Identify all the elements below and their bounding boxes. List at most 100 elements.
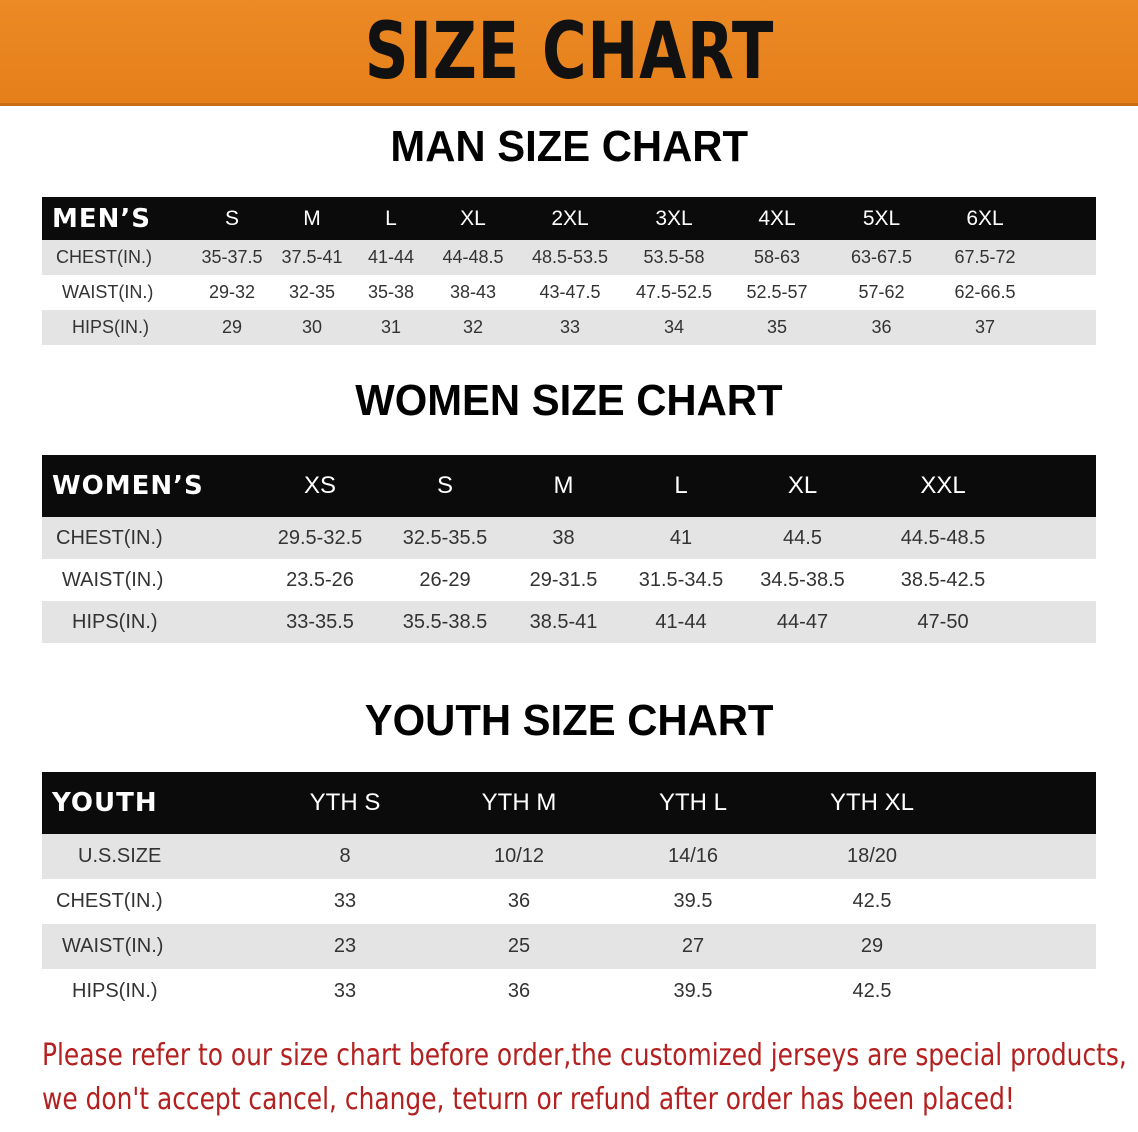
table-cell: 32	[462, 317, 484, 337]
table-cell: 35	[766, 317, 788, 337]
table-cell: 41-44	[655, 610, 707, 633]
size-header: 2XL	[551, 206, 589, 230]
table-cell: 37	[974, 317, 996, 337]
table-row: CHEST(IN.) 29.5-32.5 32.5-35.5 38 41 44.5 44.5…	[42, 517, 1096, 559]
table-row: HIPS(IN.) 33-35.5 35.5-38.5 38.5-41 41-44 44-…	[42, 601, 1096, 643]
row-label: CHEST(IN.)	[56, 247, 152, 267]
table-cell: 26-29	[419, 568, 471, 591]
size-header: YTH S	[309, 789, 381, 816]
table-cell: 29	[860, 935, 884, 957]
header-label: WOMEN’S	[52, 471, 204, 501]
table-cell: 23.5-26	[286, 568, 354, 591]
table-cell: 39.5	[673, 980, 713, 1002]
youth-size-table: YOUTH YTH S YTH M YTH L YTH XL U.S.SIZE 8 10/12…	[42, 772, 1096, 1014]
table-cell: 23	[333, 935, 357, 957]
size-header: 5XL	[862, 206, 901, 230]
table-cell: 33	[333, 980, 357, 1002]
table-cell: 32.5-35.5	[402, 526, 488, 549]
banner: SIZE CHART	[0, 0, 1138, 106]
table-cell: 31	[380, 317, 402, 337]
table-cell: 42.5	[852, 890, 892, 912]
table-cell: 58-63	[753, 247, 801, 267]
table-cell: 39.5	[673, 890, 713, 912]
table-cell: 33	[559, 317, 581, 337]
table-row: HIPS(IN.) 29 30 31 32 33 34 35 36 37	[42, 310, 1096, 345]
size-header: S	[436, 472, 453, 499]
row-label: HIPS(IN.)	[72, 317, 150, 337]
table-cell: 35-38	[367, 282, 415, 302]
table-cell: 30	[301, 317, 323, 337]
table-cell: 44.5-48.5	[900, 526, 986, 549]
row-label: HIPS(IN.)	[72, 980, 158, 1002]
table-cell: 43-47.5	[539, 282, 601, 302]
table-row: HIPS(IN.) 33 36 39.5 42.5	[42, 969, 1096, 1014]
men-size-table: MEN’S S M L XL 2XL 3XL 4XL 5XL 6XL CHEST(IN.) 35-37…	[42, 197, 1096, 345]
banner-title: SIZE CHART	[364, 6, 774, 97]
table-cell: 29	[221, 317, 243, 337]
header-label: MEN’S	[52, 203, 151, 234]
row-label: CHEST(IN.)	[56, 526, 163, 549]
table-cell: 32-35	[288, 282, 336, 302]
table-row: U.S.SIZE 8 10/12 14/16 18/20	[42, 834, 1096, 879]
table-cell: 33	[333, 890, 357, 912]
size-header: XS	[303, 472, 336, 499]
table-cell: 29.5-32.5	[277, 526, 363, 549]
table-cell: 38.5-42.5	[900, 568, 986, 591]
size-header: M	[303, 206, 321, 230]
table-cell: 25	[507, 935, 531, 957]
table-cell: 38-43	[449, 282, 497, 302]
row-label: HIPS(IN.)	[72, 610, 158, 633]
size-header: L	[385, 206, 397, 230]
table-cell: 44.5	[783, 526, 822, 549]
size-header: M	[553, 472, 574, 499]
table-cell: 47-50	[917, 610, 969, 633]
table-cell: 57-62	[858, 282, 905, 302]
table-cell: 36	[871, 317, 892, 337]
table-cell: 18/20	[846, 845, 898, 867]
size-header: S	[224, 206, 239, 230]
table-cell: 34	[663, 317, 685, 337]
table-cell: 44-48.5	[442, 247, 504, 267]
table-cell: 44-47	[776, 610, 829, 633]
table-cell: 34.5-38.5	[760, 568, 845, 591]
table-cell: 63-67.5	[850, 247, 913, 267]
row-label: U.S.SIZE	[78, 845, 162, 867]
table-cell: 8	[339, 845, 351, 867]
table-row: WAIST(IN.) 29-32 32-35 35-38 38-43 43-47.5 47.…	[42, 275, 1096, 310]
table-row: WAIST(IN.) 23.5-26 26-29 29-31.5 31.5-34.5 34…	[42, 559, 1096, 601]
row-label: WAIST(IN.)	[62, 935, 164, 957]
men-title: MAN SIZE CHART	[390, 122, 748, 171]
size-header: YTH XL	[829, 789, 915, 816]
table-cell: 14/16	[667, 845, 719, 867]
size-header: YTH L	[658, 789, 727, 816]
size-header: XXL	[920, 472, 966, 499]
header-label: YOUTH	[52, 788, 158, 818]
header-row: YOUTH YTH S YTH M YTH L YTH XL	[42, 772, 1096, 834]
table-cell: 67.5-72	[954, 247, 1016, 267]
youth-title: YOUTH SIZE CHART	[364, 696, 774, 745]
table-cell: 38.5-41	[529, 610, 598, 633]
table-cell: 42.5	[852, 980, 892, 1002]
table-cell: 41-44	[367, 247, 415, 267]
row-label: WAIST(IN.)	[62, 282, 154, 302]
note-line-2: we don't accept cancel, change, teturn o…	[42, 1082, 1015, 1117]
table-cell: 38	[552, 526, 575, 549]
size-header: 3XL	[655, 206, 693, 230]
table-cell: 52.5-57	[746, 282, 808, 302]
row-label: CHEST(IN.)	[56, 890, 163, 912]
size-header: XL	[460, 206, 486, 230]
table-cell: 62-66.5	[954, 282, 1016, 302]
table-cell: 33-35.5	[286, 610, 354, 633]
row-label: WAIST(IN.)	[62, 568, 164, 591]
size-header: 6XL	[966, 206, 1004, 230]
table-row: CHEST(IN.) 33 36 39.5 42.5	[42, 879, 1096, 924]
header-row: WOMEN’S XS S M L XL XXL	[42, 455, 1096, 517]
table-row: WAIST(IN.) 23 25 27 29	[42, 924, 1096, 969]
women-title: WOMEN SIZE CHART	[355, 376, 783, 425]
table-cell: 35.5-38.5	[402, 610, 488, 633]
table-cell: 31.5-34.5	[638, 568, 724, 591]
size-header: L	[674, 472, 688, 499]
note-line-1: Please refer to our size chart before or…	[42, 1038, 1127, 1073]
table-cell: 48.5-53.5	[531, 247, 609, 267]
table-row: CHEST(IN.) 35-37.5 37.5-41 41-44 44-48.5 48.5…	[42, 240, 1096, 275]
